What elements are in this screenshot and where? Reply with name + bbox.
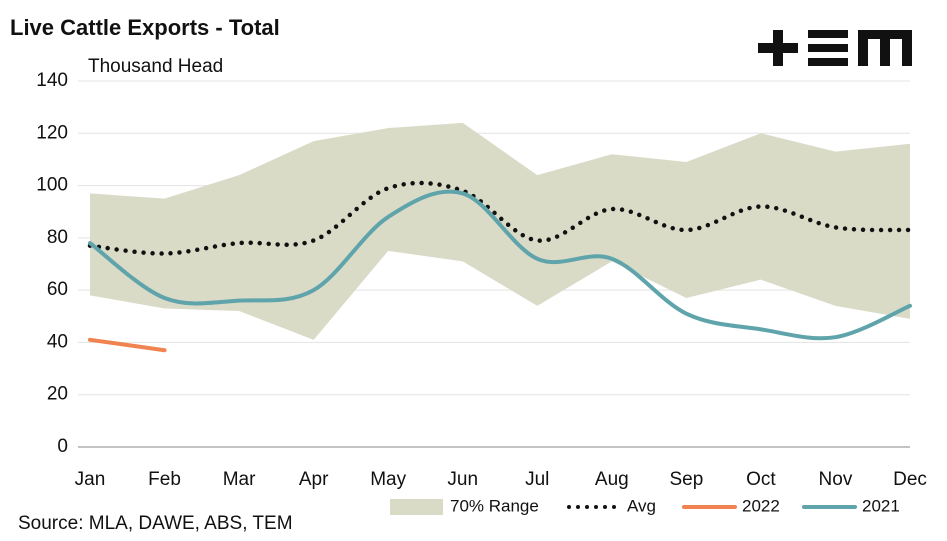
x-tick-label: Sep <box>669 469 703 490</box>
x-tick-label: Feb <box>148 469 181 490</box>
line-solid <box>88 189 912 341</box>
source: Source: MLA, DAWE, ABS, TEM <box>18 513 293 534</box>
x-tick-label: Jun <box>447 469 478 490</box>
legend-label: Avg <box>627 496 656 515</box>
legend-label: 2022 <box>742 496 780 515</box>
y-tick-label: 60 <box>47 279 68 300</box>
y-tick-label: 80 <box>47 227 68 248</box>
legend-label: 70% Range <box>450 496 539 515</box>
x-tick-label: Apr <box>299 469 329 490</box>
line-dotted <box>87 180 913 256</box>
y-tick-label: 100 <box>36 175 68 196</box>
range-band <box>90 122 910 340</box>
y-axis-label: Thousand Head <box>88 56 223 77</box>
y-tick-label: 140 <box>36 70 68 91</box>
x-tick-label: May <box>370 469 406 490</box>
x-tick-label: Mar <box>223 469 256 490</box>
x-tick-label: Dec <box>893 469 927 490</box>
x-tick-label: Jul <box>525 469 549 490</box>
logo <box>758 30 912 66</box>
line-solid <box>88 337 167 353</box>
y-tick-label: 120 <box>36 122 68 143</box>
legend-swatch <box>390 499 443 515</box>
y-tick-label: 40 <box>47 331 68 352</box>
x-tick-label: Oct <box>746 469 776 490</box>
x-tick-label: Aug <box>595 469 629 490</box>
x-tick-label: Jan <box>75 469 106 490</box>
y-tick-label: 20 <box>47 384 68 405</box>
x-tick-label: Nov <box>819 469 853 490</box>
y-tick-label: 0 <box>57 436 68 457</box>
legend-label: 2021 <box>862 496 900 515</box>
chart-title: Live Cattle Exports - Total <box>10 15 280 40</box>
